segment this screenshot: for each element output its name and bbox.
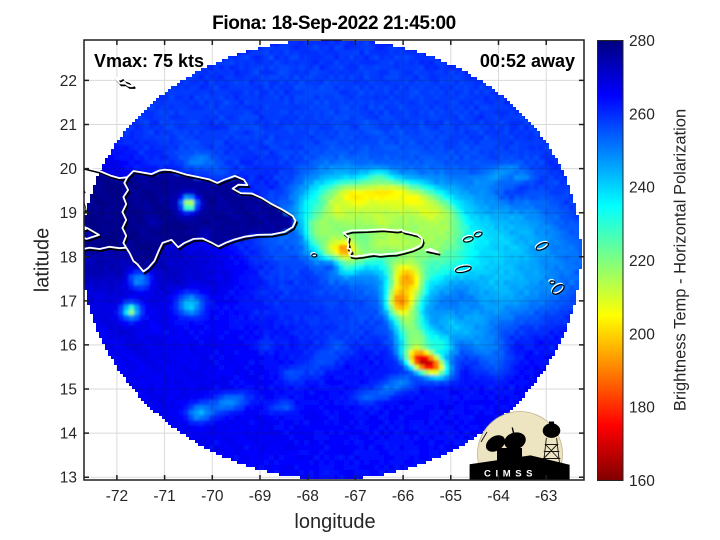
svg-text:240: 240 <box>629 180 655 197</box>
svg-text:180: 180 <box>629 400 655 417</box>
svg-text:Vmax: 75 kts: Vmax: 75 kts <box>94 51 204 71</box>
svg-text:latitude: latitude <box>32 228 54 293</box>
svg-text:Brightness Temp - Horizontal P: Brightness Temp - Horizontal Polarizatio… <box>672 109 690 411</box>
svg-text:160: 160 <box>629 473 655 490</box>
svg-text:17: 17 <box>60 293 77 310</box>
svg-text:longitude: longitude <box>294 511 375 533</box>
svg-text:Fiona: 18-Sep-2022 21:45:00: Fiona: 18-Sep-2022 21:45:00 <box>212 13 456 34</box>
svg-text:15: 15 <box>60 382 77 399</box>
svg-text:-64: -64 <box>487 488 510 505</box>
svg-text:14: 14 <box>60 426 78 443</box>
svg-text:22: 22 <box>60 73 77 90</box>
svg-text:220: 220 <box>629 253 655 270</box>
svg-text:18: 18 <box>60 249 77 266</box>
svg-text:-65: -65 <box>440 488 462 505</box>
svg-text:16: 16 <box>60 337 77 354</box>
svg-text:21: 21 <box>60 117 77 134</box>
svg-text:-67: -67 <box>344 488 366 505</box>
svg-text:-70: -70 <box>201 488 224 505</box>
svg-text:260: 260 <box>629 106 655 123</box>
svg-text:-68: -68 <box>296 488 318 505</box>
svg-text:-69: -69 <box>249 488 271 505</box>
svg-text:CIMSS: CIMSS <box>484 468 537 479</box>
svg-text:-66: -66 <box>392 488 414 505</box>
svg-text:-63: -63 <box>535 488 557 505</box>
svg-text:200: 200 <box>629 326 655 343</box>
svg-text:-72: -72 <box>106 488 128 505</box>
svg-text:19: 19 <box>60 205 77 222</box>
svg-text:-71: -71 <box>153 488 175 505</box>
svg-text:00:52 away: 00:52 away <box>480 51 575 71</box>
svg-text:280: 280 <box>629 33 655 50</box>
svg-text:13: 13 <box>60 470 77 487</box>
svg-text:20: 20 <box>60 161 78 178</box>
